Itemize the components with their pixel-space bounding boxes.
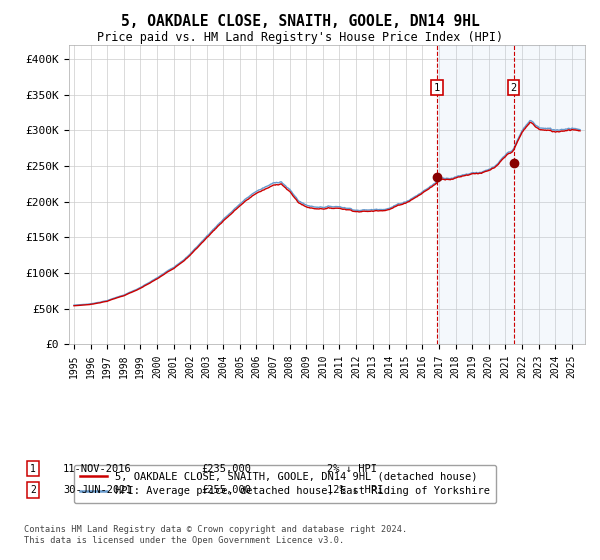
Text: 2: 2 [511, 83, 517, 92]
Text: 11-NOV-2016: 11-NOV-2016 [63, 464, 132, 474]
Text: 1: 1 [434, 83, 440, 92]
Text: 5, OAKDALE CLOSE, SNAITH, GOOLE, DN14 9HL: 5, OAKDALE CLOSE, SNAITH, GOOLE, DN14 9H… [121, 14, 479, 29]
Text: £235,000: £235,000 [201, 464, 251, 474]
Text: £255,000: £255,000 [201, 485, 251, 495]
Text: 30-JUN-2021: 30-JUN-2021 [63, 485, 132, 495]
Text: Contains HM Land Registry data © Crown copyright and database right 2024.
This d: Contains HM Land Registry data © Crown c… [24, 525, 407, 545]
Text: 2: 2 [30, 485, 36, 495]
Text: 12% ↓ HPI: 12% ↓ HPI [327, 485, 383, 495]
Legend: 5, OAKDALE CLOSE, SNAITH, GOOLE, DN14 9HL (detached house), HPI: Average price, : 5, OAKDALE CLOSE, SNAITH, GOOLE, DN14 9H… [74, 465, 496, 503]
Text: 1: 1 [30, 464, 36, 474]
Text: Price paid vs. HM Land Registry's House Price Index (HPI): Price paid vs. HM Land Registry's House … [97, 31, 503, 44]
Text: 2% ↓ HPI: 2% ↓ HPI [327, 464, 377, 474]
Bar [437, 45, 585, 344]
